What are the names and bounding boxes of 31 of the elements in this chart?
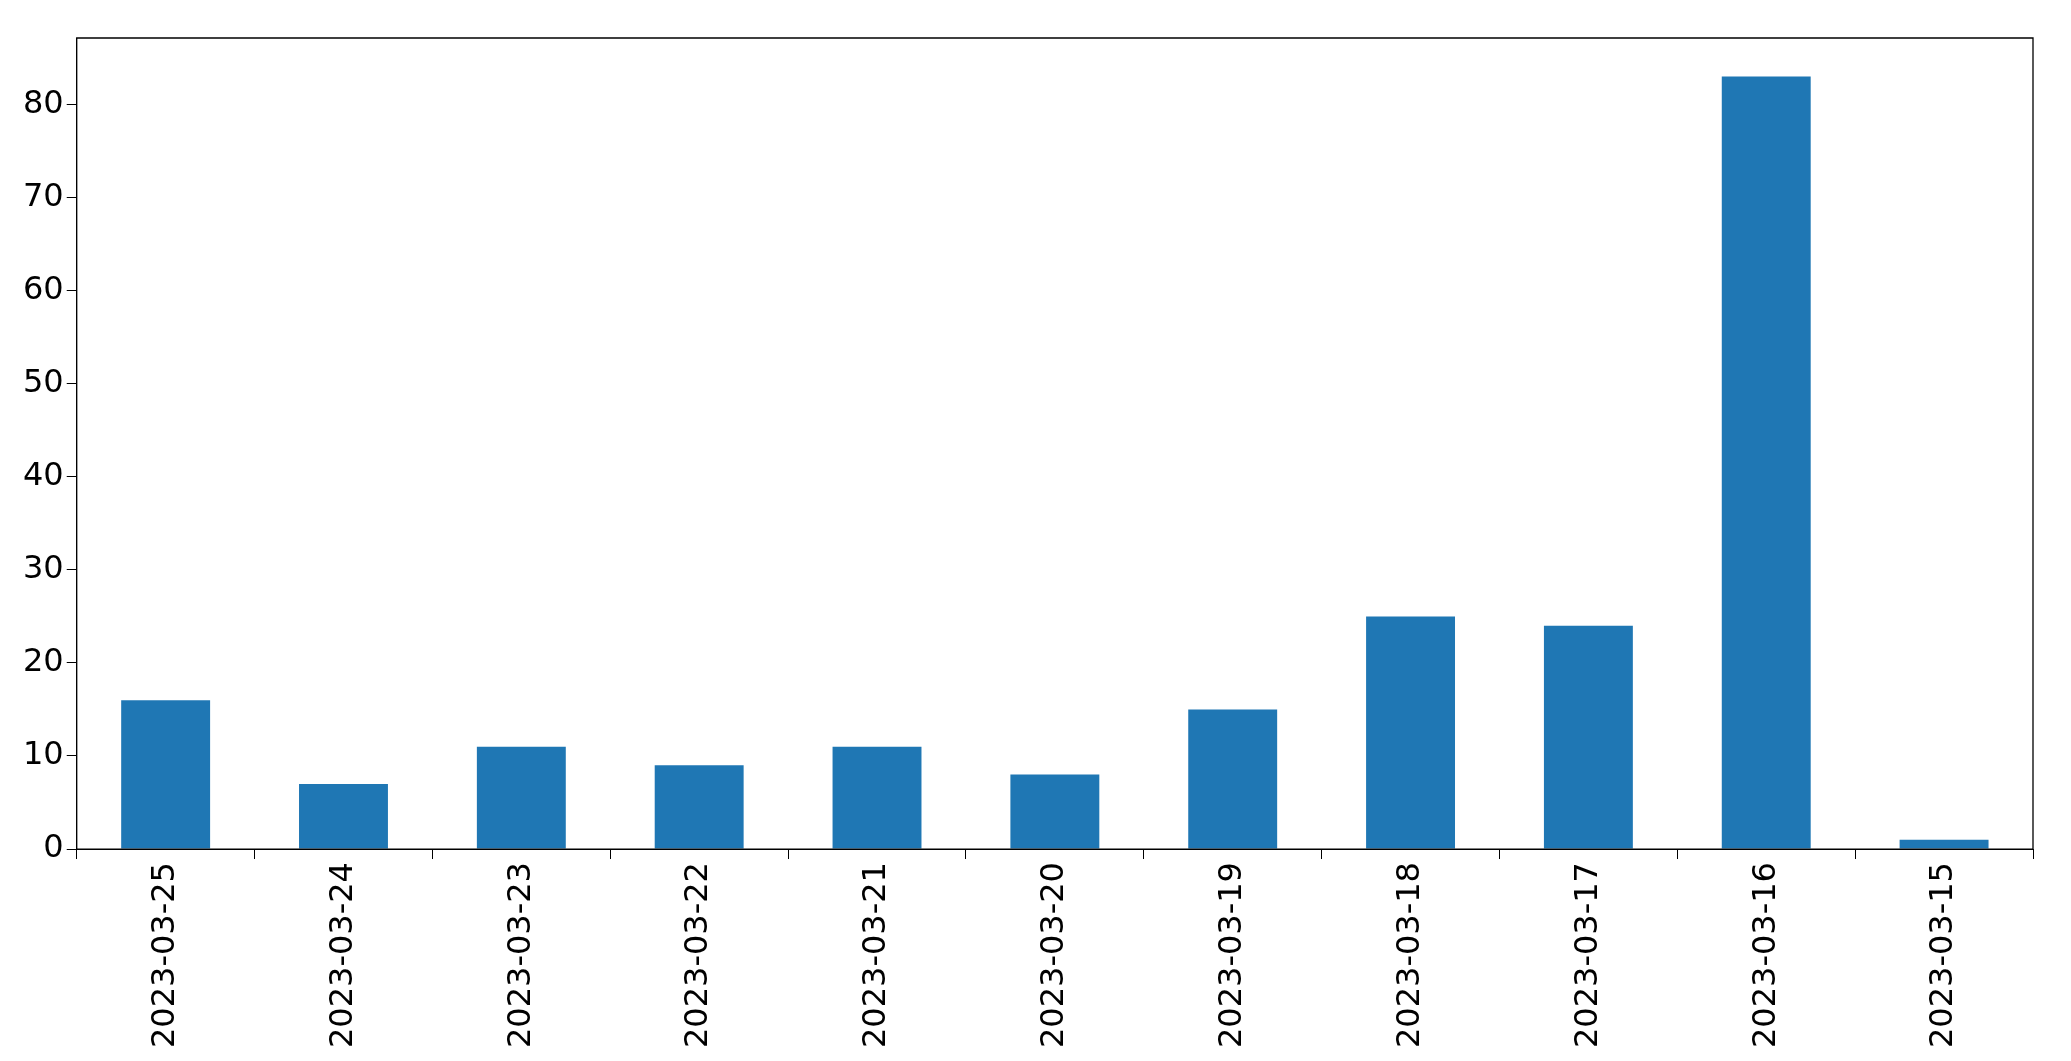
y-tick-label: 40: [23, 455, 64, 494]
bar: [1188, 709, 1278, 849]
y-tick-label: 70: [23, 175, 64, 214]
y-tick-label: 80: [23, 82, 64, 121]
bar: [299, 783, 388, 849]
y-tick-label: 30: [23, 548, 64, 587]
x-tick-label: 2023-03-19: [1211, 862, 1250, 1048]
y-tick-label: 20: [23, 641, 64, 680]
x-tick-label: 2023-03-20: [1033, 862, 1072, 1048]
bar: [1899, 839, 1989, 849]
bar: [1366, 616, 1456, 849]
y-tick-label: 60: [23, 268, 64, 307]
bar: [1543, 625, 1633, 849]
x-tick-label: 2023-03-22: [677, 862, 716, 1048]
x-tick-label: 2023-03-21: [855, 862, 894, 1048]
x-tick-label: 2023-03-18: [1388, 862, 1427, 1048]
y-tick-label: 10: [23, 734, 64, 773]
y-tick-label: 50: [23, 362, 64, 401]
x-tick-label: 2023-03-16: [1744, 862, 1783, 1048]
bar: [832, 746, 922, 849]
bar: [121, 700, 211, 849]
x-tick-label: 2023-03-15: [1922, 862, 1961, 1048]
bar: [476, 746, 566, 849]
y-tick-label: 0: [43, 827, 64, 866]
x-tick-label: 2023-03-23: [499, 862, 538, 1048]
x-tick-label: 2023-03-25: [143, 862, 182, 1048]
bar: [1010, 774, 1100, 849]
x-tick-label: 2023-03-17: [1566, 862, 1605, 1048]
x-tick-label: 2023-03-24: [321, 862, 360, 1048]
bar: [1721, 76, 1811, 849]
bar: [654, 765, 744, 849]
